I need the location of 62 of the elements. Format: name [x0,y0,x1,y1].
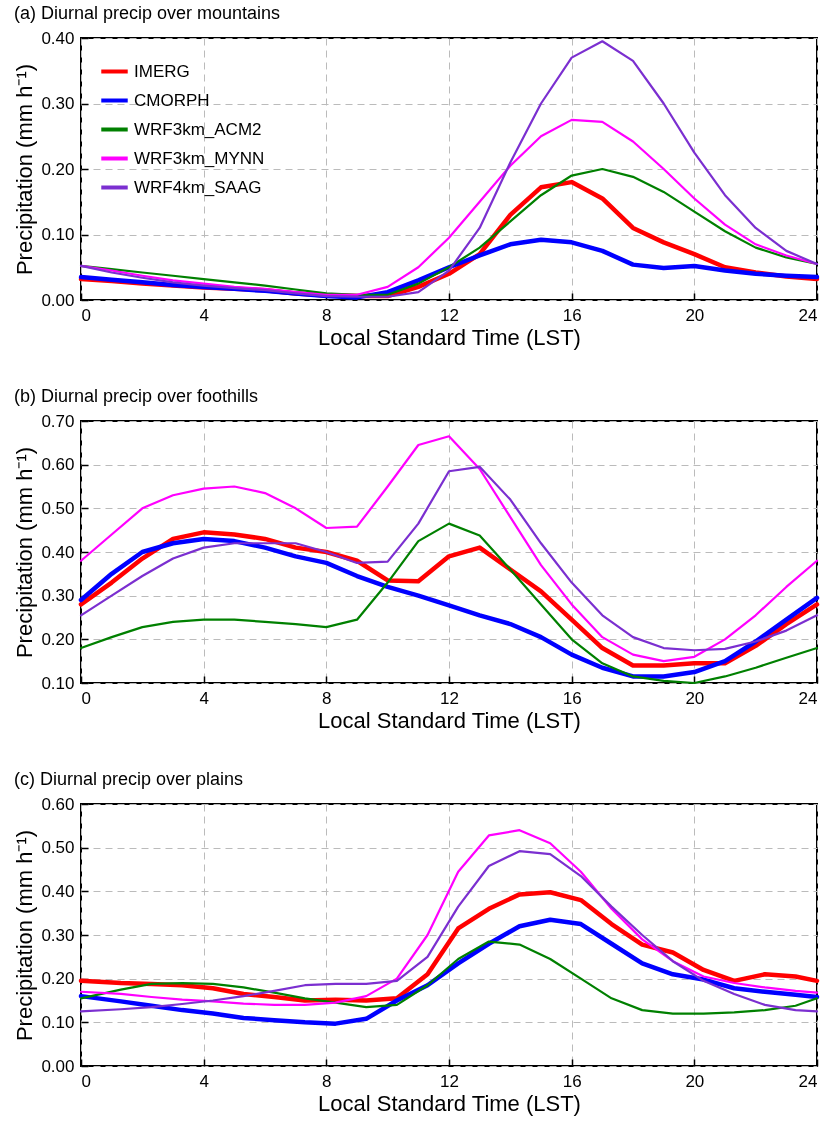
y-tick-label: 0.20 [41,629,75,649]
legend-label: IMERG [134,61,190,81]
line-series [79,850,819,1013]
x-tick-label: 20 [685,688,705,708]
line-series [79,940,819,1015]
x-tick-label: 16 [562,688,582,708]
y-tick-label: 0.40 [41,28,75,48]
x-tick-label: 16 [562,1071,582,1091]
y-tick-label: 0.10 [41,1012,75,1032]
y-tick-label: 0.60 [41,794,75,814]
legend-label: CMORPH [134,90,210,110]
y-tick-label: 0.50 [41,498,75,518]
x-tick-label: 12 [440,1071,459,1091]
y-tick-label: 0.00 [41,290,75,310]
y-tick-label: 0.40 [41,881,75,901]
line-series [78,889,820,1003]
x-tick-label: 4 [199,688,209,708]
chart-title: (a) Diurnal precip over mountains [13,3,281,23]
y-tick-label: 0.30 [41,925,75,945]
legend-label: WRF3km_ACM2 [134,119,262,139]
y-tick-label: 0.10 [41,225,75,244]
y-tick-label: 0.60 [41,455,75,475]
x-tick-label: 8 [322,1071,332,1091]
y-axis-title: Precipitation (mm h⁻¹) [12,446,38,659]
y-tick-label: 0.70 [41,411,75,431]
line-series [79,829,819,1006]
y-axis-title: Precipitation (mm h⁻¹) [12,63,38,276]
x-tick-label: 20 [685,1071,705,1091]
chart-title: (b) Diurnal precip over foothills [13,386,259,406]
y-tick-label: 0.30 [41,586,75,606]
x-tick-label: 24 [798,305,818,325]
chart-title: (c) Diurnal precip over plains [13,769,244,789]
x-axis-title: Local Standard Time (LST) [318,707,581,733]
y-tick-label: 0.10 [41,673,75,693]
legend-label: WRF3km_MYNN [134,148,265,168]
x-tick-label: 12 [440,688,459,708]
x-tick-label: 8 [322,688,332,708]
y-tick-label: 0.20 [41,969,75,989]
y-axis-title: Precipitation (mm h⁻¹) [12,829,38,1042]
x-tick-label: 4 [199,305,209,325]
y-tick-label: 0.30 [41,94,75,113]
x-tick-label: 24 [798,688,818,708]
line-series [78,917,820,1026]
y-tick-label: 0.40 [41,542,75,562]
x-tick-label: 0 [81,688,91,708]
y-tick-label: 0.00 [41,1056,75,1076]
line-series [79,40,819,298]
x-tick-label: 20 [685,305,705,325]
y-tick-label: 0.50 [41,838,75,858]
x-tick-label: 16 [562,305,582,325]
y-tick-label: 0.20 [41,159,75,179]
x-tick-label: 24 [798,1071,818,1091]
x-tick-label: 4 [199,1071,209,1091]
x-axis-title: Local Standard Time (LST) [318,324,581,350]
x-tick-label: 0 [81,305,91,325]
x-tick-label: 0 [81,1071,91,1091]
line-series [79,435,819,663]
x-axis-title: Local Standard Time (LST) [318,1090,581,1116]
line-series [79,465,819,652]
x-tick-label: 12 [440,305,459,325]
x-tick-label: 8 [322,305,332,325]
legend-label: WRF4km_SAAG [134,177,262,197]
